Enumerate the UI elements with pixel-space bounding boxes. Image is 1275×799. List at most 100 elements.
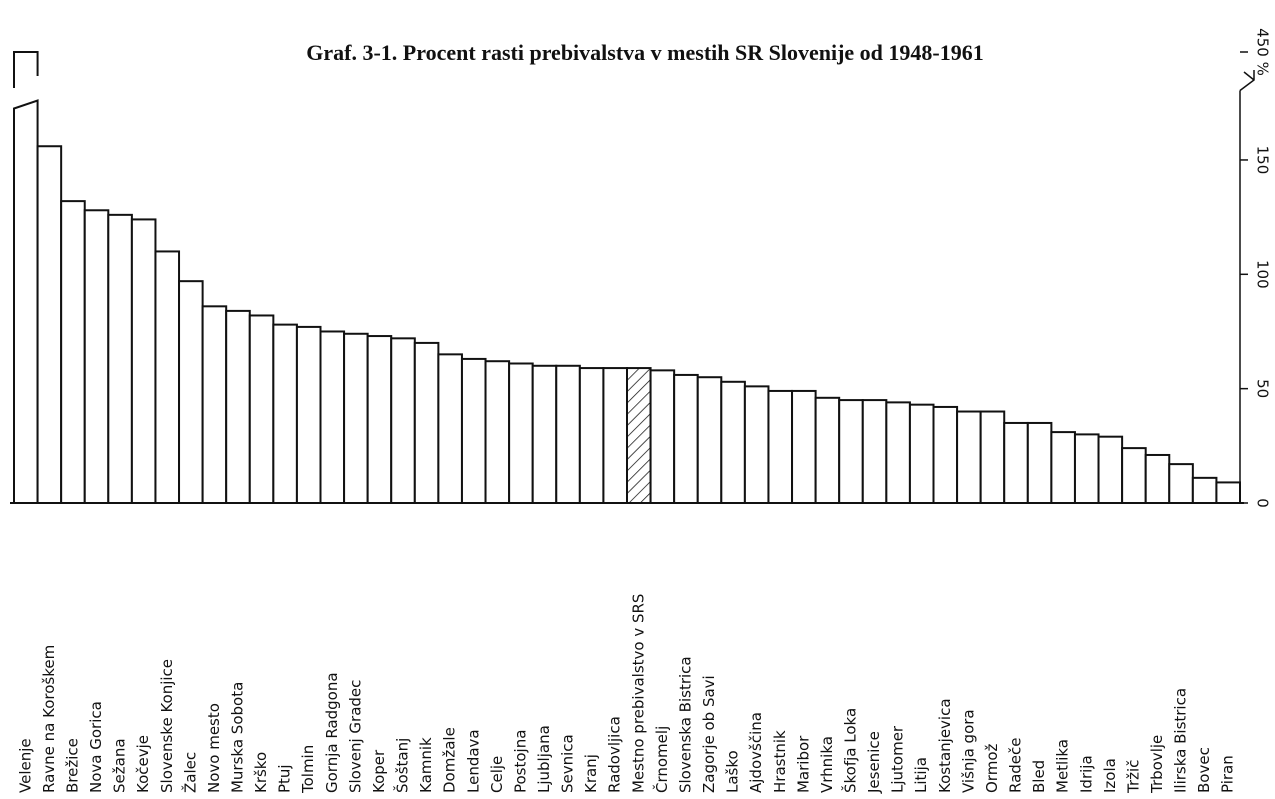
y-tick-label: 0	[1254, 498, 1272, 508]
x-tick-label: Metlika	[1054, 739, 1072, 793]
bar	[437, 353, 463, 504]
y-tick-label: 450 %	[1254, 28, 1272, 76]
bar	[838, 399, 864, 505]
bar	[130, 218, 157, 505]
x-tick-label: Slovenj Gradec	[346, 680, 364, 793]
x-tick-label: Bovec	[1195, 747, 1213, 793]
x-tick-label: Žalec	[180, 752, 199, 793]
x-tick-label: Nova Gorica	[87, 701, 105, 793]
y-tick-label: 150	[1254, 146, 1272, 175]
x-tick-label: Jesenice	[865, 731, 883, 794]
bar	[932, 405, 959, 504]
x-tick-label: Kočevje	[134, 735, 152, 793]
bar	[390, 337, 416, 504]
bar	[225, 309, 251, 505]
bar	[885, 401, 911, 504]
bar	[720, 380, 746, 504]
bar	[1144, 453, 1171, 504]
bar	[814, 396, 841, 505]
x-tick-label: Ptuj	[276, 764, 294, 793]
x-tick-label: Domžale	[441, 727, 459, 793]
bar	[366, 335, 393, 505]
bar	[602, 367, 629, 504]
bar	[979, 410, 1006, 505]
x-tick-label: Kostanjevica	[936, 698, 954, 793]
bar	[861, 399, 888, 505]
bar	[1215, 481, 1242, 504]
x-tick-label: Tolmin	[299, 745, 317, 794]
x-tick-label: Trbovlje	[1148, 735, 1166, 794]
x-tick-label: Krško	[252, 752, 270, 793]
bar	[508, 362, 534, 504]
x-tick-label: Ravne na Koroškem	[40, 645, 58, 793]
x-tick-label: Lendava	[464, 729, 482, 793]
bar	[178, 280, 204, 504]
x-tick-label: Celje	[488, 756, 506, 793]
x-tick-label: Črnomelj	[652, 726, 671, 793]
x-tick-label: Laško	[724, 750, 742, 793]
x-tick-label: Litija	[912, 757, 930, 793]
bar	[413, 341, 440, 504]
bar	[36, 145, 63, 504]
bar	[343, 332, 369, 505]
x-tick-label: Ilirska Bistrica	[1172, 688, 1190, 793]
bar	[1121, 447, 1147, 505]
x-tick-label: Ljubljana	[535, 725, 553, 793]
axis-break	[1239, 70, 1255, 92]
chart-title: Graf. 3-1. Procent rasti prebivalstva v …	[306, 40, 983, 65]
x-tick-label: Tržič	[1124, 760, 1142, 794]
x-tick-label: Idrija	[1077, 755, 1095, 793]
x-tick-label: Šoštanj	[393, 738, 412, 793]
x-tick-label: Koper	[370, 749, 388, 793]
x-tick-label: Sežana	[111, 738, 129, 793]
bar	[319, 330, 346, 504]
bar	[272, 323, 298, 504]
x-tick-label: Sevnica	[559, 734, 577, 793]
bar	[696, 376, 723, 504]
x-tick-label: Mestno prebivalstvo v SRS	[629, 594, 647, 793]
y-tick-label: 100	[1254, 260, 1272, 289]
x-tick-label: Višnja gora	[959, 709, 977, 793]
x-tick-label: Murska Sobota	[228, 682, 246, 793]
x-tick-label: Hrastnik	[771, 730, 789, 793]
bar	[107, 213, 133, 504]
bar	[295, 325, 322, 504]
x-tick-label: Brežice	[63, 738, 81, 793]
x-tick-label: Ormož	[983, 744, 1001, 793]
x-tick-label: Radovljica	[606, 716, 624, 793]
bar	[649, 369, 676, 504]
bar	[791, 389, 817, 504]
bar	[743, 385, 770, 505]
bar	[1026, 421, 1053, 505]
x-tick-label: Škofja Loka	[840, 708, 859, 793]
bar	[578, 367, 605, 504]
x-tick-label: Kamnik	[417, 737, 435, 793]
x-tick-label: Izola	[1101, 758, 1119, 793]
bar	[673, 373, 699, 504]
x-tick-label: Ljutomer	[889, 725, 907, 793]
bar	[201, 305, 228, 504]
bar	[248, 314, 275, 504]
x-tick-label: Slovenska Bistrica	[676, 656, 694, 793]
x-tick-label: Slovenske Konjice	[158, 659, 176, 793]
bar	[13, 51, 39, 504]
bar	[83, 209, 110, 504]
x-tick-label: Kranj	[582, 754, 600, 793]
x-tick-label: Novo mesto	[205, 703, 223, 793]
bar	[626, 367, 652, 504]
bar	[767, 389, 794, 504]
bar	[1073, 433, 1100, 505]
y-tick-label: 50	[1254, 379, 1272, 398]
bar	[154, 250, 181, 504]
x-tick-label: Bled	[1030, 760, 1048, 793]
x-tick-label: Ajdovščina	[747, 712, 765, 793]
bar	[908, 403, 935, 504]
bar	[956, 410, 982, 505]
bar	[1191, 476, 1218, 504]
x-tick-label: Velenje	[16, 738, 34, 793]
bar	[531, 364, 558, 504]
x-tick-label: Vrhnika	[818, 736, 836, 793]
x-tick-label: Zagorje ob Savi	[700, 675, 718, 793]
x-tick-label: Piran	[1219, 755, 1237, 793]
